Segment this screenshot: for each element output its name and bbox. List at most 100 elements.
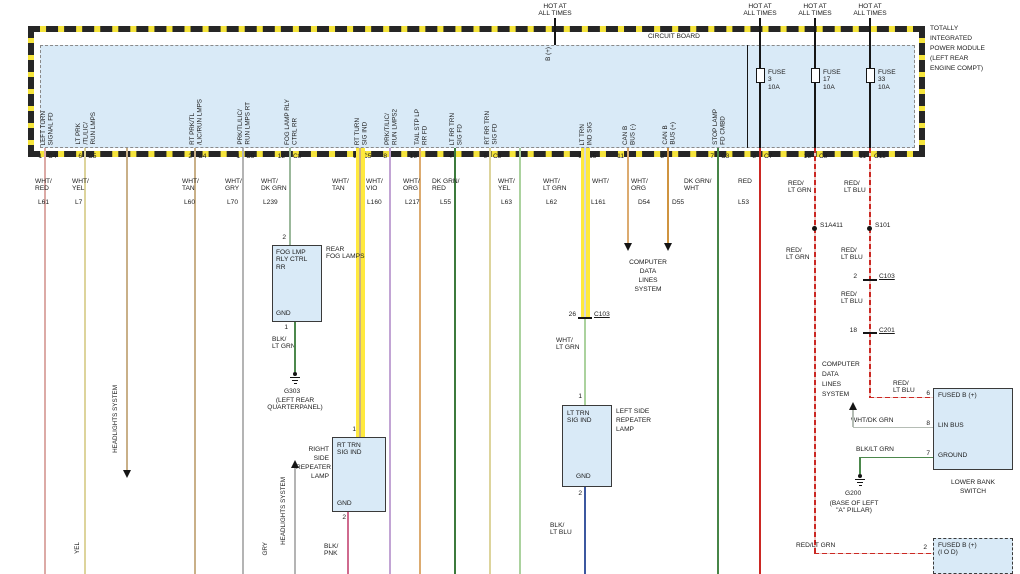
wire-wht-vio-l160	[389, 148, 391, 574]
circuit-board-title: CIRCUIT BOARD	[648, 33, 700, 40]
pin-num: 1	[38, 153, 42, 160]
switch-row-fused-b: FUSED B (+)	[938, 392, 977, 399]
lower-bank-switch-caption: LOWER BANK SWITCH	[951, 479, 995, 495]
connector-tick-c103-right	[863, 279, 877, 281]
fuse-section-divider	[747, 45, 748, 148]
wire-blk-ltgrn-g200-v	[859, 457, 861, 474]
wire-wht-l161	[584, 148, 586, 318]
wire-label: RED/ LT BLU	[841, 247, 863, 262]
pin-conn: C11	[874, 153, 886, 160]
switch-row-lin-bus: LIN BUS	[938, 422, 964, 429]
pin-conn: C5	[588, 153, 597, 160]
wire-code: L63	[501, 199, 513, 206]
wire-dkgrn-wht-stop-lamp	[717, 148, 719, 574]
fuse17-feed-line	[814, 18, 816, 68]
fuse3-symbol	[755, 68, 765, 83]
switch-pin-8: 8	[926, 420, 930, 427]
pin-num: 13	[409, 153, 417, 160]
wire-can-b-minus-d54	[627, 148, 629, 243]
arrow-down-can-plus-icon	[664, 243, 672, 251]
wire-label: RED/ LT BLU	[841, 291, 863, 306]
lt-repeater-gnd: GND	[576, 473, 591, 480]
fog-relay-title: FOG LMP RLY CTRL RR	[276, 249, 308, 271]
wire-wht-org-l217	[419, 148, 421, 574]
circuit-board-area	[40, 45, 915, 148]
pin-num: 11	[617, 153, 624, 160]
rt-repeater-box	[332, 437, 386, 512]
pin-label-rt-prk-run-lmps: RT PRK/TL /LIC/RUN LMPS	[189, 99, 204, 145]
pin-conn: C3	[493, 153, 502, 160]
splice-label-s101: S101	[875, 222, 891, 229]
connector-name-c103: C103	[879, 273, 895, 280]
wire-red-ltblu-to-switch	[869, 396, 933, 399]
connector-name-c103: C103	[594, 311, 610, 318]
wire-headlights-feed	[126, 148, 128, 472]
computer-data-lines-right: COMPUTER DATA LINES SYSTEM	[822, 361, 860, 398]
fog-relay-gnd: GND	[276, 310, 291, 317]
rt-repeater-title: RT TRN SIG IND	[337, 442, 362, 457]
pin-label-can-b-minus: CAN B BUS (-)	[622, 124, 637, 145]
pin-label-prk-run-lmps2: PRK/T/LIC/ RUN LMPS2	[384, 108, 399, 145]
wire-code: D55	[672, 199, 685, 206]
wire-label: WHT/ ORG	[631, 178, 648, 193]
wire-label: WHT/ RED	[35, 178, 52, 193]
tipm-label: TOTALLY INTEGRATED POWER MODULE (LEFT RE…	[930, 25, 985, 72]
pin-label-prk-run-lmps-rt: PRK/TL/LIC/ RUN LMPS RT	[237, 102, 252, 145]
ground-symbol-g200	[852, 474, 868, 487]
fuse33-label: FUSE 33 10A	[878, 69, 896, 91]
wire-label: WHT/ YEL	[498, 178, 515, 193]
pin-num: 7	[710, 153, 714, 160]
pin-conn: C3	[721, 153, 730, 160]
pin-num: 2	[343, 153, 357, 160]
wire-wht-ltgrn-l62	[519, 148, 521, 574]
computer-data-lines-mid: COMPUTER DATA LINES SYSTEM	[629, 259, 667, 293]
highlight-border-dashes	[28, 26, 925, 157]
fuse33-out-line	[869, 83, 871, 148]
splice-label-s1a411: S1A411	[820, 222, 843, 229]
fuse3-feed-line	[759, 18, 761, 68]
arrow-up-lin-bus-icon	[849, 402, 857, 410]
lt-repeater-pin-in: 1	[578, 393, 582, 400]
fuse17-out-line	[814, 83, 816, 148]
pin-label-can-b-plus: CAN B BUS (+)	[662, 122, 677, 145]
wire-code: L239	[263, 199, 278, 206]
lt-repeater-pin-out: 2	[578, 490, 582, 497]
wire-wht-tan-l60	[194, 148, 196, 574]
switch-pin-7: 7	[926, 450, 930, 457]
pin-label-lt-trn-ind-sig: LT TRN IND SIG	[579, 121, 594, 145]
hot-at-all-times-label: HOT AT ALL TIMES	[798, 3, 832, 18]
wire-blk-ltgrn-g200-h	[860, 456, 933, 459]
wire-code: D54	[638, 199, 651, 206]
wire-code: L161	[591, 199, 606, 206]
pin-conn: C7	[764, 153, 773, 160]
wire-label: DK GRN/ WHT	[684, 178, 712, 193]
wire-blk-ltgrn-g303	[294, 322, 296, 372]
ground-loc-g200: (BASE OF LEFT "A" PILLAR)	[829, 500, 879, 515]
wire-label: WHT/ GRY	[225, 178, 242, 193]
wire-tag-gry: GRY	[262, 542, 269, 556]
pin-label-lt-prk-run-lmps: LT PRK /TL/LIC/ RUN LMPS	[75, 112, 97, 145]
iod-label: FUSED B (+) (I O D)	[938, 542, 977, 557]
wire-code: L60	[184, 199, 196, 206]
fog-relay-box	[272, 245, 322, 322]
lt-repeater-box	[562, 405, 612, 487]
pin-num: 13	[803, 153, 811, 160]
pin-num: 6	[483, 153, 487, 160]
fuse33-feed-line	[869, 18, 871, 68]
wire-red-ltblu-vertical	[869, 148, 871, 397]
pin-conn: C5	[88, 153, 97, 160]
pin-label-fog-lamp-rly-ctrl: FOG LAMP RLY CTRL RR	[284, 99, 299, 145]
headlights-system-mid: HEADLIGHTS SYSTEM	[280, 477, 287, 545]
wire-label: BLK/ LT GRN	[272, 336, 296, 351]
ground-symbol-g303	[287, 372, 303, 385]
wire-red-ltgrn-vertical	[814, 148, 816, 553]
wire-red-ltgrn-to-iod	[814, 552, 933, 555]
wire-wht-gry-l70	[242, 148, 244, 574]
pin-num: 5	[568, 153, 582, 160]
ground-name-g303: G303	[284, 388, 301, 395]
fuse3-label: FUSE 3 10A	[768, 69, 786, 91]
fuse33-symbol	[865, 68, 875, 83]
wire-label: RED/LT GRN	[796, 542, 836, 549]
arrow-up-headlights-icon	[291, 460, 299, 468]
wire-code: L53	[738, 199, 750, 206]
